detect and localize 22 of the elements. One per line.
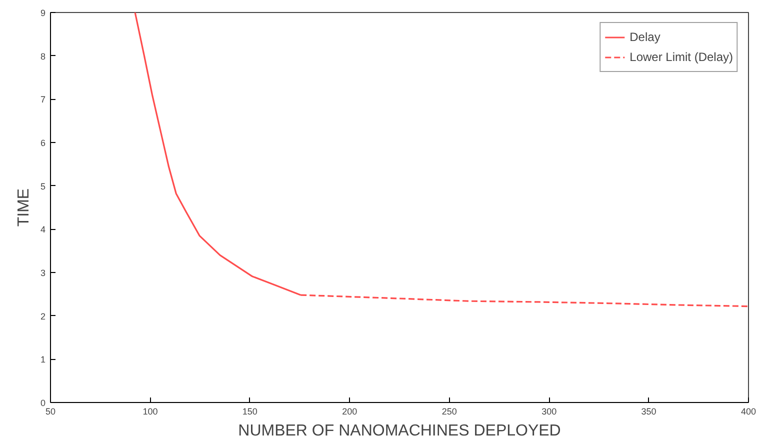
x-tick-label: 400 <box>740 406 756 416</box>
x-tick-label: 300 <box>542 406 557 416</box>
y-tick-label: 3 <box>40 268 46 278</box>
y-tick-label: 7 <box>40 94 46 105</box>
y-axis-title: TIME <box>15 188 32 227</box>
y-tick-label: 8 <box>40 51 46 62</box>
y-tick-label: 5 <box>40 181 46 192</box>
x-axis-title: NUMBER OF NANOMACHINES DEPLOYED <box>238 422 561 440</box>
x-tick-label: 50 <box>45 406 56 416</box>
legend-label: Lower Limit (Delay) <box>630 50 733 64</box>
legend-label: Delay <box>630 30 660 44</box>
x-tick-label: 200 <box>342 406 358 416</box>
y-tick-label: 4 <box>40 224 46 235</box>
y-tick-label: 9 <box>40 8 46 18</box>
y-tick-label: 6 <box>40 138 46 148</box>
x-tick-label: 100 <box>142 406 158 416</box>
x-tick-label: 150 <box>242 406 258 416</box>
x-tick-label: 250 <box>442 406 457 416</box>
y-tick-label: 2 <box>40 311 46 322</box>
y-tick-label: 1 <box>40 354 46 365</box>
x-tick-label: 350 <box>641 406 656 416</box>
y-tick-label: 0 <box>40 398 46 408</box>
